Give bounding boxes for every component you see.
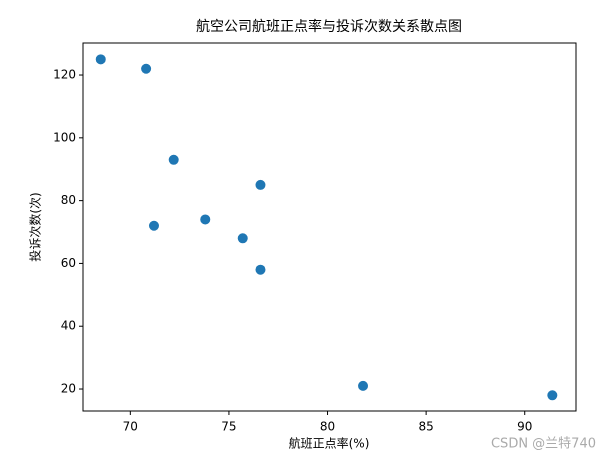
point — [255, 179, 266, 190]
x-tick-label: 75 — [221, 420, 236, 434]
point — [200, 214, 211, 225]
x-tick-label: 85 — [418, 420, 433, 434]
y-tick-label: 20 — [61, 382, 76, 396]
y-tick-label: 60 — [61, 256, 76, 270]
chart-title: 航空公司航班正点率与投诉次数关系散点图 — [196, 18, 462, 35]
plot-frame — [82, 42, 577, 412]
point — [168, 154, 179, 165]
point — [148, 220, 159, 231]
y-tick-label: 40 — [61, 319, 76, 333]
point — [237, 233, 248, 244]
point — [141, 63, 152, 74]
watermark: CSDN @兰特740 — [491, 437, 596, 452]
point — [95, 54, 106, 65]
x-tick-label: 90 — [517, 420, 532, 434]
y-tick-label: 120 — [53, 68, 76, 82]
x-tick-label: 70 — [123, 420, 138, 434]
x-axis-label: 航班正点率(%) — [289, 436, 370, 451]
y-tick-label: 100 — [53, 130, 76, 144]
point — [358, 380, 369, 391]
y-axis-label: 投诉次数(次) — [28, 192, 43, 261]
y-tick-label: 80 — [61, 193, 76, 207]
point — [547, 390, 558, 401]
x-tick-label: 80 — [320, 420, 335, 434]
point — [255, 264, 266, 275]
